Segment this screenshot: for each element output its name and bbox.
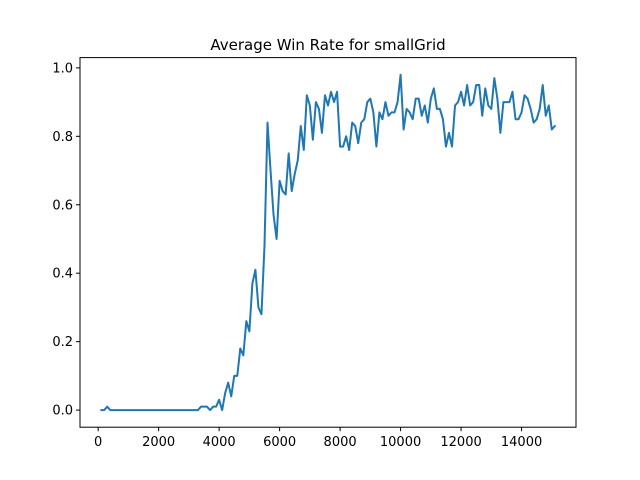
series-line [100, 73, 556, 412]
x-tick-label: 0 [94, 435, 102, 450]
x-tick-label: 14000 [501, 435, 542, 450]
y-tick-label: 0.8 [52, 130, 73, 145]
y-tick-label: 0.4 [52, 267, 73, 282]
x-tick-label: 6000 [263, 435, 296, 450]
x-tick-label: 4000 [203, 435, 236, 450]
plot-area-frame [79, 57, 577, 428]
x-tick-label: 8000 [324, 435, 357, 450]
chart-title: Average Win Rate for smallGrid [210, 36, 445, 54]
y-tick-label: 1.0 [52, 61, 73, 76]
y-tick-label: 0.2 [52, 335, 73, 350]
x-tick-label: 12000 [440, 435, 481, 450]
axis-ticks: 0 2000 4000 6000 8000 10000 12000 14000 0.0 0.2 0.… [52, 61, 542, 450]
x-tick-label: 2000 [142, 435, 175, 450]
x-tick-label: 10000 [380, 435, 421, 450]
y-tick-label: 0.0 [52, 404, 73, 419]
y-tick-label: 0.6 [52, 198, 73, 213]
